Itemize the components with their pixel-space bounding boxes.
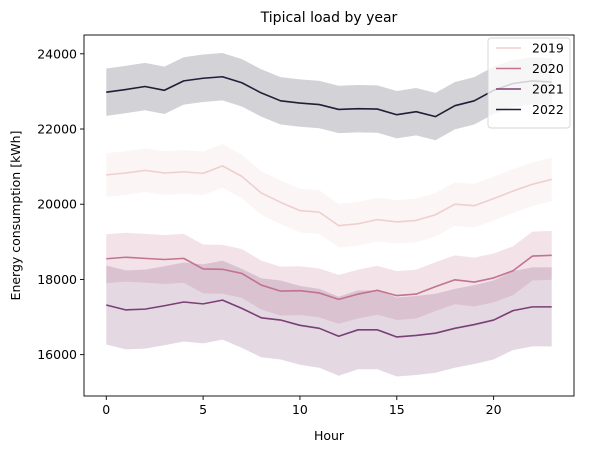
confidence-bands <box>106 53 552 377</box>
x-axis-ticks: 0 5 10 15 20 <box>102 396 502 417</box>
confidence-band-2020 <box>106 230 552 324</box>
series-line-2020 <box>106 254 552 301</box>
series-lines <box>106 75 552 338</box>
y-axis-ticks: 16000 18000 20000 22000 24000 <box>37 46 84 362</box>
series-line-2019 <box>106 165 552 227</box>
y-axis-label: Energy consumption [kWh] <box>8 131 23 301</box>
y-tick-label: 18000 <box>37 272 77 287</box>
series-line-2022 <box>106 75 552 118</box>
legend-label-2020: 2020 <box>532 61 564 76</box>
legend-box <box>487 37 571 129</box>
x-tick-label: 5 <box>199 402 207 417</box>
x-axis-label: Hour <box>314 428 345 443</box>
confidence-band-2019 <box>106 144 552 248</box>
legend: 2019 2020 2021 2022 <box>487 37 571 129</box>
legend-label-2019: 2019 <box>532 41 564 56</box>
x-tick-label: 20 <box>486 402 502 417</box>
legend-label-2021: 2021 <box>532 82 564 97</box>
confidence-band-2021 <box>106 260 552 377</box>
chart-title: Tipical load by year <box>260 10 398 26</box>
y-tick-label: 24000 <box>37 46 77 61</box>
x-tick-label: 15 <box>389 402 405 417</box>
legend-label-2022: 2022 <box>532 102 564 117</box>
plot-area <box>106 53 552 377</box>
y-tick-label: 20000 <box>37 197 77 212</box>
y-tick-label: 16000 <box>37 347 77 362</box>
confidence-band-2022 <box>106 53 552 141</box>
y-tick-label: 22000 <box>37 122 77 137</box>
series-line-2021 <box>106 299 552 338</box>
x-tick-label: 0 <box>102 402 110 417</box>
axes-frame <box>83 34 575 397</box>
x-tick-label: 10 <box>292 402 308 417</box>
